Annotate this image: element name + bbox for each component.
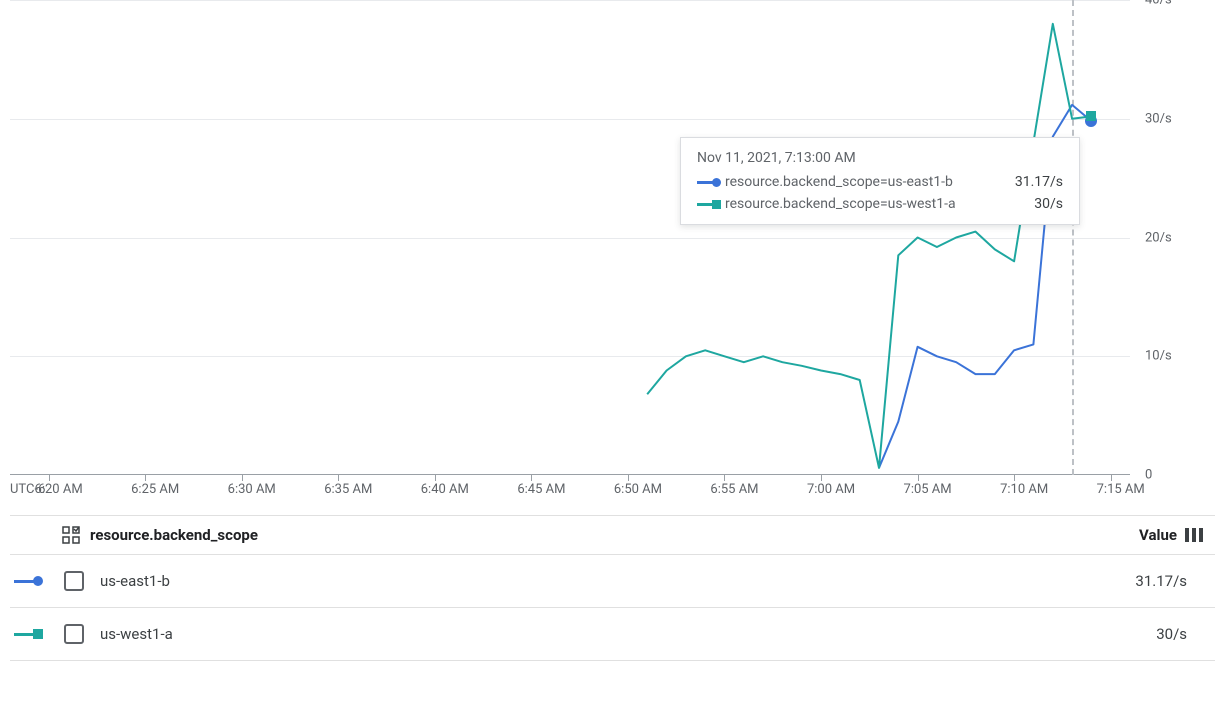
x-tick	[821, 475, 822, 481]
tooltip-row: resource.backend_scope=us-east1-b 31.17/s	[697, 174, 1063, 190]
legend-row[interactable]: us-east1-b 31.17/s	[10, 555, 1215, 608]
tooltip-series-label: resource.backend_scope=us-east1-b	[725, 174, 983, 190]
x-tick	[628, 475, 629, 481]
x-tick	[435, 475, 436, 481]
chart-lines	[10, 0, 1130, 475]
x-tick-label: 7:15 AM	[1097, 482, 1145, 497]
x-tick	[145, 475, 146, 481]
tooltip-row: resource.backend_scope=us-west1-a 30/s	[697, 196, 1063, 212]
x-tick-label: 7:00 AM	[807, 482, 855, 497]
x-tick	[1111, 475, 1112, 481]
x-tick-label: 6:35 AM	[324, 482, 372, 497]
tooltip-swatch	[697, 181, 717, 184]
legend-swatch	[14, 633, 42, 636]
x-tick	[242, 475, 243, 481]
columns-icon[interactable]	[1185, 528, 1203, 542]
legend-table: resource.backend_scope Value us-east1-b 3…	[10, 515, 1215, 661]
y-tick-label: 40/s	[1145, 0, 1172, 8]
group-by-icon	[62, 526, 80, 544]
legend-checkbox[interactable]	[64, 571, 84, 591]
x-tick	[49, 475, 50, 481]
x-tick	[338, 475, 339, 481]
x-tick-label: 6:30 AM	[228, 482, 276, 497]
legend-series-value: 31.17/s	[1135, 572, 1211, 590]
x-tick-label: 7:10 AM	[1000, 482, 1048, 497]
tooltip-series-value: 31.17/s	[1015, 174, 1063, 190]
legend-series-label: us-west1-a	[100, 625, 173, 643]
y-tick-label: 10/s	[1145, 349, 1172, 364]
x-tick-label: 6:20 AM	[35, 482, 83, 497]
chart-plot[interactable]	[10, 0, 1130, 475]
legend-checkbox[interactable]	[64, 624, 84, 644]
y-tick-label: 30/s	[1145, 111, 1172, 126]
legend-value-column-label[interactable]: Value	[1139, 526, 1177, 544]
series-line-us-west1-a[interactable]	[647, 24, 1091, 468]
legend-series-value: 30/s	[1156, 625, 1211, 643]
x-tick-label: 6:55 AM	[710, 482, 758, 497]
x-tick	[724, 475, 725, 481]
y-tick-label: 0	[1145, 468, 1152, 483]
chart-tooltip: Nov 11, 2021, 7:13:00 AM resource.backen…	[680, 137, 1080, 225]
x-tick	[1014, 475, 1015, 481]
series-end-marker-us-west1-a	[1086, 111, 1096, 121]
x-tick	[918, 475, 919, 481]
x-tick-label: 7:05 AM	[904, 482, 952, 497]
legend-series-label: us-east1-b	[100, 572, 170, 590]
x-tick-label: 6:25 AM	[131, 482, 179, 497]
y-tick-label: 20/s	[1145, 230, 1172, 245]
x-tick-label: 6:50 AM	[614, 482, 662, 497]
tooltip-timestamp: Nov 11, 2021, 7:13:00 AM	[697, 150, 1063, 166]
x-tick	[531, 475, 532, 481]
tooltip-series-label: resource.backend_scope=us-west1-a	[725, 196, 1002, 212]
tooltip-swatch	[697, 203, 717, 206]
legend-swatch	[14, 580, 42, 583]
legend-header: resource.backend_scope Value	[10, 515, 1215, 555]
x-tick-label: 6:40 AM	[421, 482, 469, 497]
x-tick-label: 6:45 AM	[517, 482, 565, 497]
legend-row[interactable]: us-west1-a 30/s	[10, 608, 1215, 661]
legend-group-by-label: resource.backend_scope	[90, 526, 258, 544]
tooltip-series-value: 30/s	[1034, 196, 1063, 212]
chart-area: UTC-6 010/s20/s30/s40/s 6:20 AM6:25 AM6:…	[10, 0, 1180, 500]
